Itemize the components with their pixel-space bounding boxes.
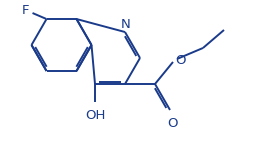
Text: O: O xyxy=(167,117,177,130)
Text: OH: OH xyxy=(85,109,105,122)
Text: F: F xyxy=(22,4,29,16)
Text: O: O xyxy=(175,54,185,68)
Text: N: N xyxy=(121,18,131,31)
